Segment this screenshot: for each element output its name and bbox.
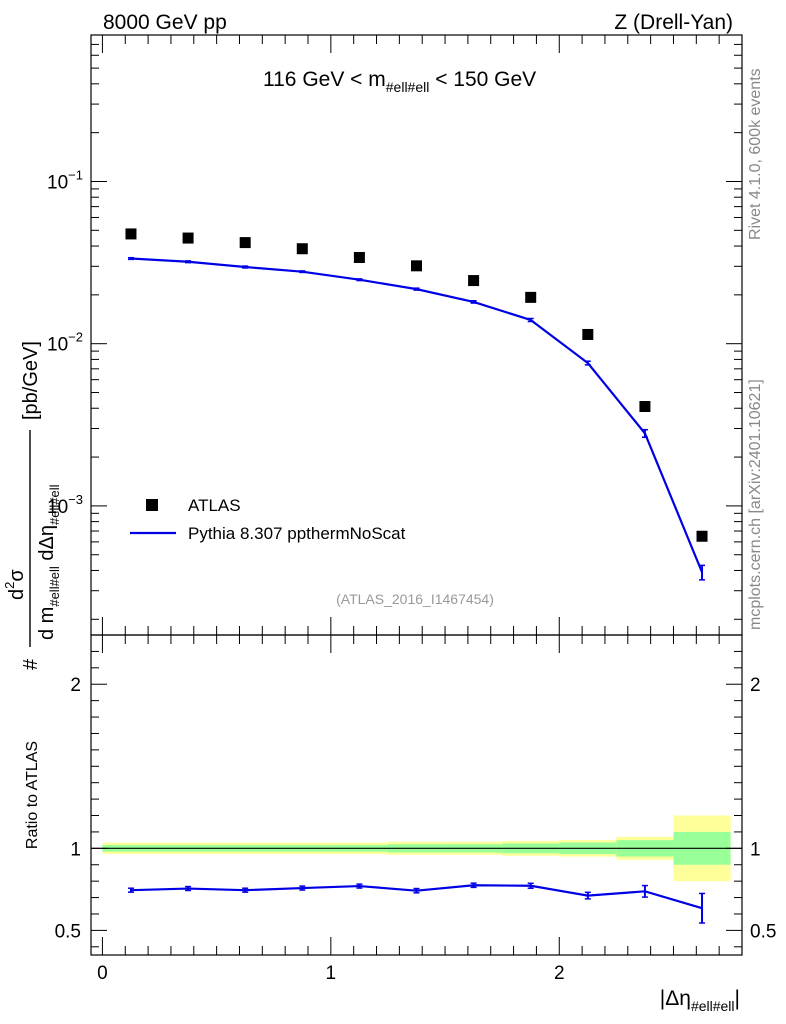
x-tick-label: 0 (97, 963, 108, 984)
main-y-axis-label: # d2σ d m#ell#ell dΔη#ell#ell [pb/GeV] (2, 341, 62, 670)
main-axis-ticks (91, 34, 742, 635)
svg-text:[pb/GeV]: [pb/GeV] (20, 341, 42, 420)
header-left: 8000 GeV pp (103, 11, 227, 34)
legend-mc-label: Pythia 8.307 ppthermNoScat (188, 524, 406, 543)
ratio-plot-panel: 0.5 0.5 1 1 2 2 0 1 2 (55, 634, 777, 984)
main-plot-panel: 10−1 10−2 10−3 116 GeV < m#ell#ell < 150 G… (47, 34, 743, 636)
y-tick-label: 10−3 (47, 492, 83, 518)
data-point (411, 260, 422, 272)
header-right: Z (Drell-Yan) (614, 11, 733, 34)
x-tick-label: 1 (326, 963, 337, 984)
svg-text:d m#ell#ell dΔη#ell#ell: d m#ell#ell dΔη#ell#ell (36, 484, 62, 640)
data-point (239, 237, 251, 249)
data-point (696, 530, 708, 542)
data-point (582, 328, 594, 340)
ratio-y-tick-label-right: 0.5 (750, 921, 776, 942)
ratio-y-axis-label: Ratio to ATLAS (24, 741, 41, 849)
svg-text:#: # (20, 658, 42, 670)
x-tick-labels: 0 1 2 (97, 963, 564, 984)
ratio-y-tick-label-left: 1 (70, 839, 81, 860)
data-markers (125, 228, 708, 542)
analysis-id-label: (ATLAS_2016_I1467454) (336, 591, 494, 607)
main-y-tick-labels: 10−1 10−2 10−3 (47, 167, 83, 517)
data-point (639, 401, 651, 413)
data-point (182, 232, 194, 244)
ratio-plot-frame (90, 634, 743, 956)
mcplots-label: mcplots.cern.ch [arXiv:2401.10621] (747, 379, 764, 630)
x-tick-label: 2 (554, 963, 565, 984)
y-tick-label: 10−2 (47, 330, 83, 356)
rivet-label: Rivet 4.1.0, 600k events (747, 68, 764, 240)
plot-title: 116 GeV < m#ell#ell < 150 GeV (263, 68, 536, 95)
data-point (353, 251, 365, 263)
ratio-y-tick-label-left: 2 (70, 675, 81, 696)
legend: ATLAS Pythia 8.307 ppthermNoScat (130, 496, 406, 543)
ratio-y-tick-label-left: 0.5 (55, 921, 81, 942)
data-point (296, 243, 308, 255)
ratio-curve (127, 882, 706, 924)
legend-atlas-marker (146, 499, 158, 511)
x-axis-label: |Δη#ell#ell| (660, 987, 740, 1014)
svg-text:d2σ: d2σ (2, 569, 28, 600)
ratio-y-tick-labels: 0.5 0.5 1 1 2 2 (55, 675, 777, 942)
legend-atlas-label: ATLAS (188, 496, 241, 515)
ratio-y-tick-label-right: 2 (750, 675, 761, 696)
data-point (125, 228, 137, 240)
main-plot-frame (90, 34, 743, 636)
mc-curve (127, 256, 706, 581)
data-point (468, 275, 480, 287)
ratio-y-tick-label-right: 1 (750, 839, 761, 860)
ratio-axis-ticks (91, 635, 742, 955)
y-tick-label: 10−1 (47, 167, 83, 193)
data-point (525, 291, 537, 303)
